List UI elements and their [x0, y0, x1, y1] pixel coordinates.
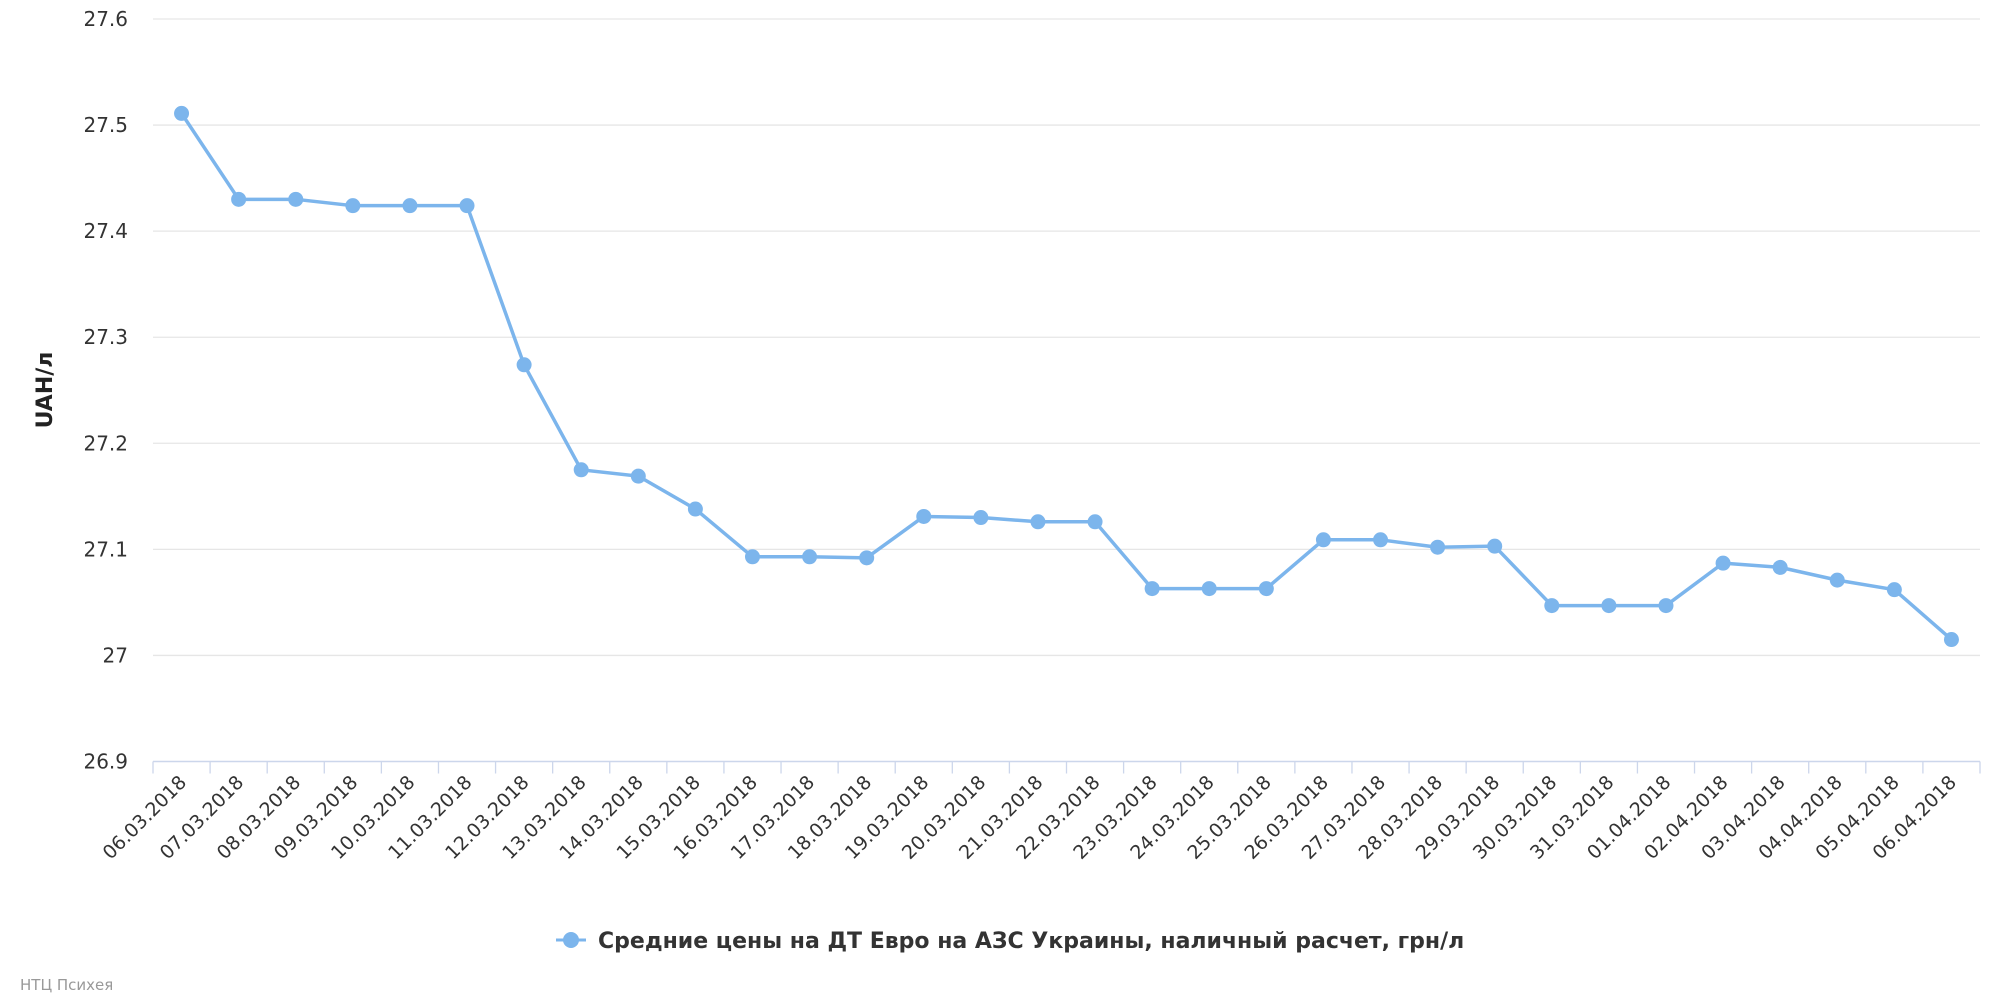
- data-point[interactable]: [744, 549, 760, 565]
- y-tick-label: 27: [103, 643, 128, 667]
- data-point[interactable]: [1601, 598, 1617, 614]
- data-point[interactable]: [459, 198, 475, 214]
- data-point[interactable]: [1715, 555, 1731, 571]
- data-point[interactable]: [687, 501, 703, 517]
- data-point[interactable]: [916, 508, 932, 524]
- data-point[interactable]: [1315, 532, 1331, 548]
- data-point[interactable]: [1886, 582, 1902, 598]
- data-point[interactable]: [1258, 581, 1274, 597]
- legend-item[interactable]: Средние цены на ДТ Евро на АЗС Украины, …: [556, 929, 1464, 954]
- grid-lines: [153, 18, 1980, 657]
- data-point[interactable]: [1030, 514, 1046, 530]
- data-point[interactable]: [1487, 538, 1503, 554]
- credit[interactable]: НТЦ Психея: [20, 976, 113, 994]
- series-path: [180, 112, 1953, 641]
- y-tick-label: 27.5: [83, 113, 128, 137]
- series-line: [174, 105, 1959, 648]
- y-tick-label: 27.3: [83, 325, 128, 349]
- data-point[interactable]: [802, 549, 818, 565]
- data-point[interactable]: [345, 198, 361, 214]
- data-point[interactable]: [973, 510, 989, 526]
- y-tick-label: 27.2: [83, 431, 128, 455]
- legend-marker-icon: [563, 932, 579, 948]
- data-point[interactable]: [1772, 559, 1788, 575]
- y-tick-label: 27.4: [83, 219, 128, 243]
- data-point[interactable]: [1087, 514, 1103, 530]
- data-point[interactable]: [859, 550, 875, 566]
- x-axis: 06.03.201807.03.201808.03.201809.03.2018…: [99, 760, 1981, 864]
- data-point[interactable]: [516, 357, 532, 373]
- data-point[interactable]: [288, 191, 304, 207]
- data-point[interactable]: [231, 191, 247, 207]
- data-point[interactable]: [1201, 581, 1217, 597]
- data-point[interactable]: [1144, 581, 1160, 597]
- data-point[interactable]: [1430, 539, 1446, 555]
- data-point[interactable]: [1373, 532, 1389, 548]
- data-point[interactable]: [573, 462, 589, 478]
- data-point[interactable]: [1544, 598, 1560, 614]
- y-tick-label: 26.9: [83, 750, 128, 774]
- y-tick-label: 27.1: [83, 537, 128, 561]
- data-point[interactable]: [402, 198, 418, 214]
- data-point[interactable]: [1829, 572, 1845, 588]
- y-tick-label: 27.6: [83, 7, 128, 31]
- y-axis-label: UAH/л: [33, 352, 58, 429]
- data-point[interactable]: [1943, 632, 1959, 648]
- legend-label: Средние цены на ДТ Евро на АЗС Украины, …: [598, 929, 1464, 954]
- data-point[interactable]: [1658, 598, 1674, 614]
- data-point[interactable]: [630, 468, 646, 484]
- data-point[interactable]: [174, 105, 190, 121]
- y-axis-ticks: 26.9 27 27.1 27.2 27.3 27.4 27.5 27.6: [83, 7, 128, 774]
